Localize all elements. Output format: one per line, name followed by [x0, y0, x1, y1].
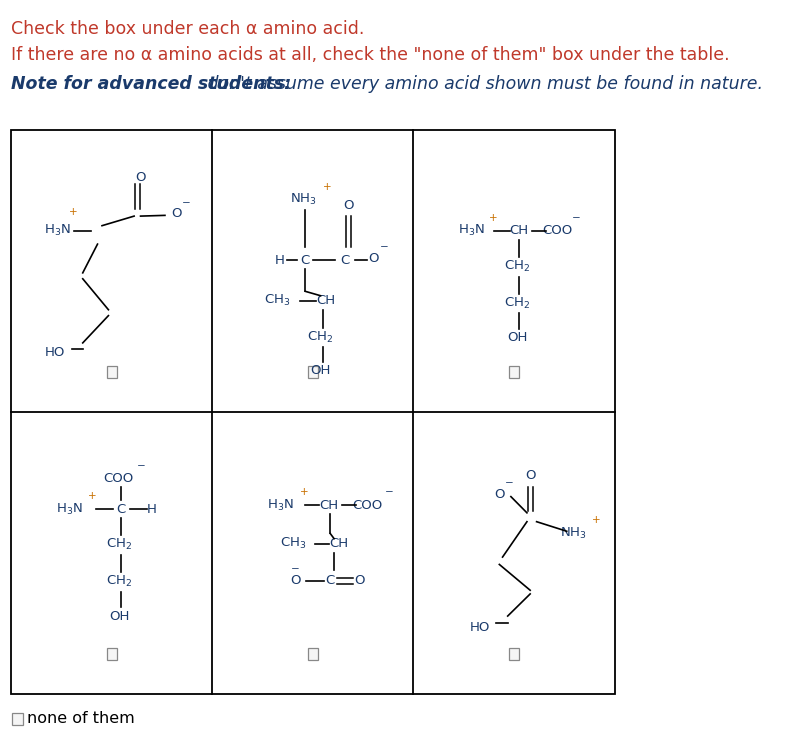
Text: If there are no α amino acids at all, check the "none of them" box under the tab: If there are no α amino acids at all, ch…: [11, 46, 730, 64]
Text: +: +: [490, 212, 498, 223]
Text: H: H: [147, 502, 157, 516]
Text: −: −: [137, 462, 146, 471]
Text: COO: COO: [542, 224, 572, 238]
Text: C: C: [301, 254, 310, 267]
Text: Note for advanced students:: Note for advanced students:: [11, 75, 291, 93]
Text: CH: CH: [510, 224, 529, 238]
Text: −: −: [380, 242, 389, 252]
Text: Check the box under each α amino acid.: Check the box under each α amino acid.: [11, 20, 364, 38]
Text: OH: OH: [310, 364, 331, 377]
Text: H$_3$N: H$_3$N: [268, 498, 294, 513]
Text: OH: OH: [507, 332, 527, 344]
Text: H: H: [275, 254, 284, 267]
Text: O: O: [525, 469, 535, 482]
Text: +: +: [592, 515, 600, 525]
Bar: [509, 366, 519, 377]
Text: +: +: [69, 207, 78, 218]
Text: −: −: [291, 564, 300, 574]
Text: COO: COO: [103, 471, 133, 485]
Text: −: −: [504, 478, 513, 488]
Text: don't assume every amino acid shown must be found in nature.: don't assume every amino acid shown must…: [202, 75, 763, 93]
Text: none of them: none of them: [27, 711, 135, 726]
Bar: [13, 713, 23, 724]
Text: CH$_2$: CH$_2$: [106, 574, 132, 589]
Text: C: C: [340, 254, 349, 267]
Text: CH: CH: [329, 537, 348, 551]
Text: O: O: [135, 170, 146, 184]
Bar: [308, 648, 318, 660]
Text: H$_3$N: H$_3$N: [57, 502, 83, 517]
Text: H$_3$N: H$_3$N: [458, 223, 485, 238]
Text: +: +: [323, 181, 331, 192]
Text: +: +: [88, 491, 97, 501]
Text: CH$_3$: CH$_3$: [264, 293, 290, 309]
Text: CH: CH: [320, 499, 338, 512]
Text: +: +: [300, 487, 309, 497]
Text: CH$_3$: CH$_3$: [280, 536, 307, 551]
Text: NH$_3$: NH$_3$: [290, 192, 316, 207]
Text: CH$_2$: CH$_2$: [106, 537, 132, 552]
Text: COO: COO: [353, 499, 382, 512]
Text: CH: CH: [316, 295, 335, 307]
Text: OH: OH: [109, 610, 130, 622]
Text: −: −: [385, 487, 394, 497]
Bar: [106, 648, 116, 660]
Text: O: O: [354, 574, 364, 587]
Text: C: C: [326, 574, 334, 587]
Text: O: O: [343, 198, 353, 212]
Text: O: O: [172, 207, 182, 221]
Text: −: −: [572, 212, 581, 223]
Text: O: O: [290, 574, 301, 587]
Bar: [509, 648, 519, 660]
Bar: [106, 366, 116, 377]
Text: HO: HO: [45, 346, 65, 359]
Bar: [11, 130, 615, 694]
Text: CH$_2$: CH$_2$: [504, 259, 530, 274]
Bar: [308, 366, 318, 377]
Text: O: O: [368, 252, 379, 266]
Text: C: C: [116, 502, 126, 516]
Text: −: −: [182, 198, 190, 208]
Text: O: O: [495, 488, 505, 501]
Text: HO: HO: [469, 621, 490, 633]
Text: CH$_2$: CH$_2$: [308, 329, 334, 345]
Text: H$_3$N: H$_3$N: [43, 223, 71, 238]
Text: CH$_2$: CH$_2$: [504, 295, 530, 311]
Text: NH$_3$: NH$_3$: [560, 526, 586, 541]
